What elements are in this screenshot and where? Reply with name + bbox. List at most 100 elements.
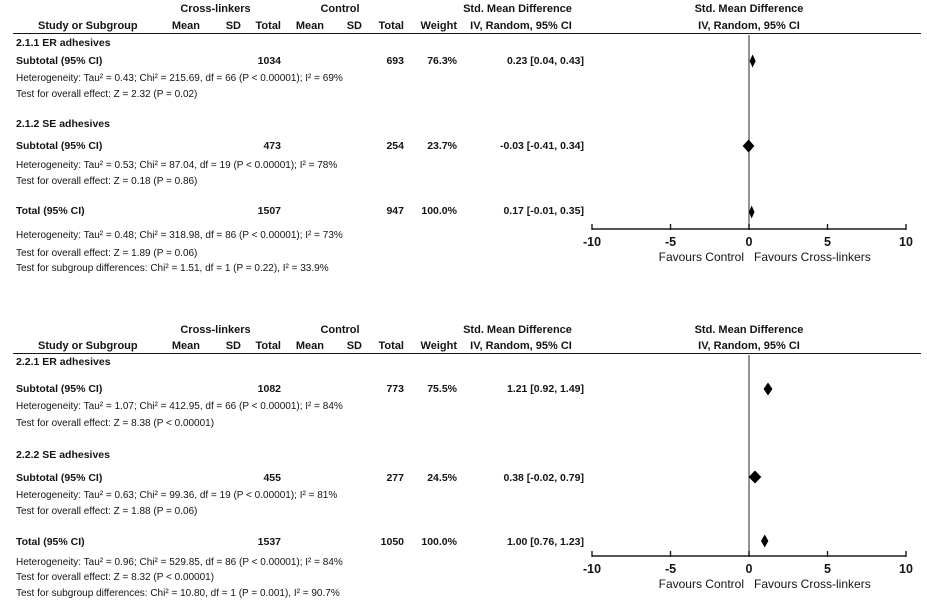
axis-tick-label: -10 <box>583 562 601 576</box>
overall-effect-row: Test for overall effect: Z = 8.38 (P < 0… <box>0 417 927 430</box>
subtotal-ci-text: 0.38 [-0.02, 0.79] <box>503 472 584 484</box>
total-control-total: 947 <box>386 205 404 217</box>
overall-effect-text: Test for overall effect: Z = 8.32 (P < 0… <box>16 572 215 583</box>
subgroup-title-row: 2.1.2 SE adhesives <box>0 118 927 131</box>
axis-tick-label: 10 <box>899 562 913 576</box>
summary-diamond <box>749 54 756 68</box>
total-crosslinkers-header: Total <box>255 20 281 32</box>
favours-left-label: Favours Control <box>659 250 744 264</box>
overall-effect-text: Test for overall effect: Z = 1.88 (P = 0… <box>16 506 198 517</box>
crosslinkers-group-header: Cross-linkers <box>180 324 251 336</box>
subtotal-ci-text: -0.03 [-0.41, 0.34] <box>499 140 584 152</box>
header-underline <box>13 353 921 354</box>
favours-left-label: Favours Control <box>659 577 744 591</box>
forest-axis-bottom: -10 -5 0 5 10 Favours Control Favours Cross-li… <box>583 355 913 591</box>
summary-diamond <box>742 139 755 153</box>
summary-diamond <box>761 534 769 548</box>
total-label: Total (95% CI) <box>16 536 85 548</box>
subgroup-title: 2.2.1 ER adhesives <box>16 356 111 368</box>
total-control-header: Total <box>378 340 404 352</box>
subtotal-ci-text: 0.23 [0.04, 0.43] <box>506 55 584 67</box>
axis-tick-label: 10 <box>899 235 913 249</box>
overall-effect-row: Test for overall effect: Z = 0.18 (P = 0… <box>0 175 927 188</box>
ci-column-header: IV, Random, 95% CI <box>470 20 572 32</box>
subgroup-title-row: 2.1.1 ER adhesives <box>0 37 927 50</box>
heterogeneity-row: Heterogeneity: Tau² = 0.53; Chi² = 87.04… <box>0 159 927 172</box>
sd-crosslinkers-header: SD <box>225 340 241 352</box>
favours-right-label: Favours Cross-linkers <box>754 250 871 264</box>
favours-right-label: Favours Cross-linkers <box>754 577 871 591</box>
subtotal-row: Subtotal (95% CI) 455 277 24.5% 0.38 [-0… <box>0 472 927 485</box>
weight-header: Weight <box>420 20 457 32</box>
smd-column-header: Std. Mean Difference <box>463 324 572 336</box>
subtotal-row: Subtotal (95% CI) 1082 773 75.5% 1.21 [0… <box>0 383 927 396</box>
weight-header: Weight <box>420 340 457 352</box>
heterogeneity-text: Heterogeneity: Tau² = 1.07; Chi² = 412.9… <box>16 401 343 412</box>
subtotal-control-total: 254 <box>386 140 404 152</box>
forest-axis-top: -10 -5 0 5 10 Favours Control Favours Cross-li… <box>583 35 913 264</box>
subgroup-title: 2.1.2 SE adhesives <box>16 118 110 130</box>
total-crosslinkers-total: 1537 <box>257 536 281 548</box>
sd-control-header: SD <box>346 20 362 32</box>
subgroup-title-row: 2.2.2 SE adhesives <box>0 449 927 462</box>
mean-control-header: Mean <box>295 20 324 32</box>
heterogeneity-row: Heterogeneity: Tau² = 0.48; Chi² = 318.9… <box>0 229 927 242</box>
subtotal-label: Subtotal (95% CI) <box>16 55 103 67</box>
overall-effect-row: Test for overall effect: Z = 2.32 (P = 0… <box>0 88 927 101</box>
summary-diamond <box>748 205 755 219</box>
subgroup-title: 2.2.2 SE adhesives <box>16 449 110 461</box>
heterogeneity-text: Heterogeneity: Tau² = 0.43; Chi² = 215.6… <box>16 73 343 84</box>
study-subgroup-header: Study or Subgroup <box>38 20 138 32</box>
heterogeneity-row: Heterogeneity: Tau² = 1.07; Chi² = 412.9… <box>0 400 927 413</box>
smd-graph-header: Std. Mean Difference <box>694 324 804 336</box>
subtotal-weight: 23.7% <box>427 140 457 152</box>
heterogeneity-row: Heterogeneity: Tau² = 0.96; Chi² = 529.8… <box>0 556 927 569</box>
axis-tick-label: 0 <box>746 562 753 576</box>
overall-effect-row: Test for overall effect: Z = 1.88 (P = 0… <box>0 505 927 518</box>
heterogeneity-text: Heterogeneity: Tau² = 0.48; Chi² = 318.9… <box>16 230 343 241</box>
overall-effect-row: Test for overall effect: Z = 8.32 (P < 0… <box>0 571 927 584</box>
subtotal-row: Subtotal (95% CI) 473 254 23.7% -0.03 [-… <box>0 140 927 153</box>
subgroup-differences-text: Test for subgroup differences: Chi² = 1.… <box>16 263 329 274</box>
subtotal-crosslinkers-total: 1034 <box>257 55 281 67</box>
subtotal-label: Subtotal (95% CI) <box>16 472 103 484</box>
mean-crosslinkers-header: Mean <box>171 340 200 352</box>
heterogeneity-row: Heterogeneity: Tau² = 0.43; Chi² = 215.6… <box>0 72 927 85</box>
subtotal-label: Subtotal (95% CI) <box>16 383 103 395</box>
subtotal-crosslinkers-total: 473 <box>263 140 281 152</box>
total-control-total: 1050 <box>380 536 404 548</box>
subtotal-ci-text: 1.21 [0.92, 1.49] <box>506 383 584 395</box>
axis-tick-label: -5 <box>665 235 676 249</box>
mean-crosslinkers-header: Mean <box>171 20 200 32</box>
summary-diamond <box>763 382 773 396</box>
ci-column-header: IV, Random, 95% CI <box>470 340 572 352</box>
sd-control-header: SD <box>346 340 362 352</box>
total-weight: 100.0% <box>421 536 457 548</box>
subgroup-title: 2.1.1 ER adhesives <box>16 37 111 49</box>
subtotal-control-total: 693 <box>386 55 404 67</box>
axis-tick-label: 5 <box>824 235 831 249</box>
total-crosslinkers-header: Total <box>255 340 281 352</box>
axis-tick-label: -5 <box>665 562 676 576</box>
control-group-header: Control <box>320 324 360 336</box>
overall-effect-text: Test for overall effect: Z = 2.32 (P = 0… <box>16 89 198 100</box>
overall-effect-text: Test for overall effect: Z = 0.18 (P = 0… <box>16 176 198 187</box>
subtotal-weight: 24.5% <box>427 472 457 484</box>
subtotal-crosslinkers-total: 1082 <box>257 383 281 395</box>
axis-tick-label: 5 <box>824 562 831 576</box>
total-row: Total (95% CI) 1507 947 100.0% 0.17 [-0.… <box>0 205 927 218</box>
overall-effect-text: Test for overall effect: Z = 8.38 (P < 0… <box>16 418 215 429</box>
summary-diamond <box>748 470 762 484</box>
axis-tick-label: 0 <box>746 235 753 249</box>
subgroup-differences-text: Test for subgroup differences: Chi² = 10… <box>16 588 340 599</box>
total-weight: 100.0% <box>421 205 457 217</box>
header-underline <box>13 33 921 34</box>
total-ci-text: 1.00 [0.76, 1.23] <box>506 536 584 548</box>
subgroup-title-row: 2.2.1 ER adhesives <box>0 356 927 369</box>
heterogeneity-text: Heterogeneity: Tau² = 0.96; Chi² = 529.8… <box>16 557 343 568</box>
subtotal-weight: 76.3% <box>427 55 457 67</box>
mean-control-header: Mean <box>295 340 324 352</box>
overall-effect-text: Test for overall effect: Z = 1.89 (P = 0… <box>16 248 198 259</box>
